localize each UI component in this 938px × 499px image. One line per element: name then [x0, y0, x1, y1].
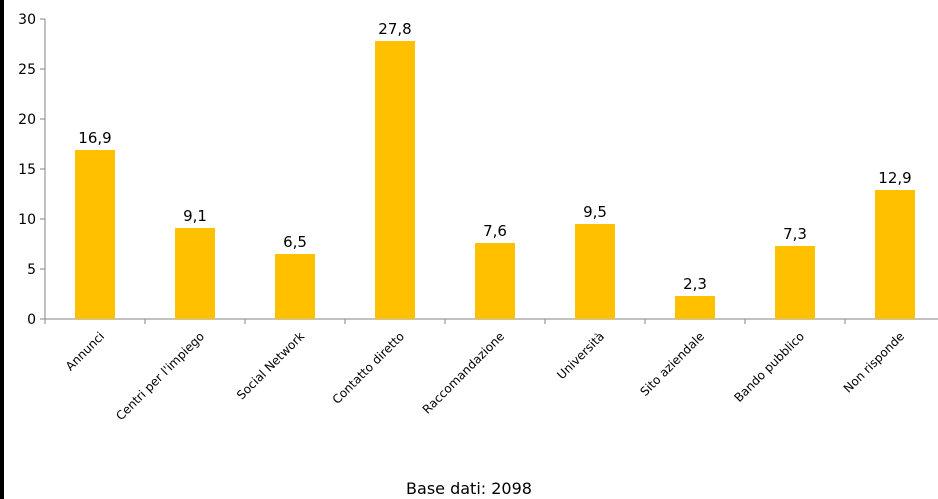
bar-value-label: 9,1: [183, 207, 207, 225]
bar: [375, 41, 415, 319]
bar-value-label: 6,5: [283, 233, 307, 251]
bar: [175, 228, 215, 319]
bar: [75, 150, 115, 319]
bar-value-label: 2,3: [683, 275, 707, 293]
y-tick-label: 5: [27, 262, 36, 278]
bar: [875, 190, 915, 319]
category-label: Non risponde: [841, 329, 907, 395]
category-label: Social Network: [234, 329, 307, 402]
category-label: Sito aziendale: [637, 329, 707, 399]
category-label: Annunci: [63, 329, 107, 373]
bar: [575, 224, 615, 319]
bar-value-label: 27,8: [378, 20, 411, 38]
window-left-border: [0, 0, 4, 499]
category-label: Raccomandazione: [420, 329, 507, 416]
y-tick-label: 20: [18, 112, 36, 128]
bar-value-label: 16,9: [78, 129, 111, 147]
y-tick-label: 10: [18, 212, 36, 228]
bar-value-label: 12,9: [878, 169, 911, 187]
base-note: Base dati: 2098: [406, 479, 532, 498]
y-tick-label: 25: [18, 62, 36, 78]
y-tick-label: 30: [18, 12, 36, 28]
bar-value-label: 7,3: [783, 225, 807, 243]
bar-value-label: 9,5: [583, 203, 607, 221]
bar-value-label: 7,6: [483, 222, 507, 240]
category-label: Bando pubblico: [731, 329, 807, 405]
category-label: Centri per l'impiego: [113, 329, 207, 423]
category-label: Contatto diretto: [330, 329, 408, 407]
y-tick-label: 15: [18, 162, 36, 178]
y-tick-label: 0: [27, 312, 36, 328]
bar: [675, 296, 715, 319]
category-label: Università: [554, 329, 607, 382]
bar: [775, 246, 815, 319]
bar: [475, 243, 515, 319]
bar-chart: 0 5 10 15 20 25 30 16,9 Annunci 9,1 Centri per l'i…: [18, 12, 938, 423]
bar: [275, 254, 315, 319]
